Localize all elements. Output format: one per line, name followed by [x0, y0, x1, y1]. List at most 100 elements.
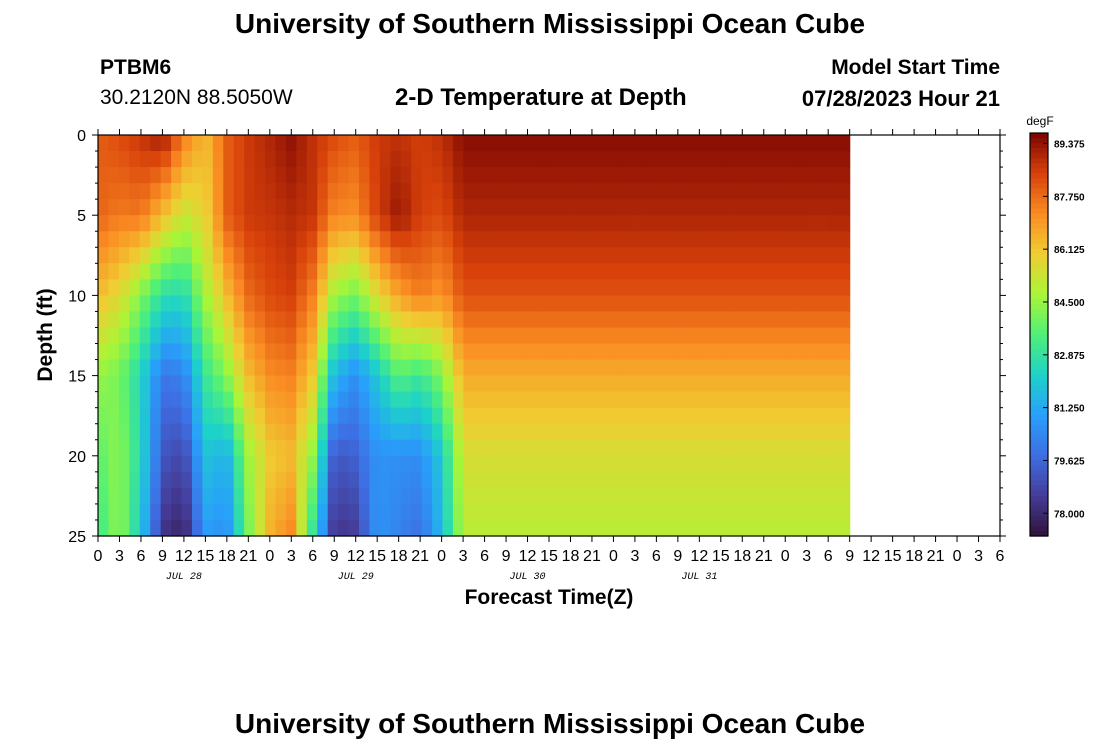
heatmap-cell [265, 519, 277, 537]
heatmap-cell [254, 263, 266, 280]
heatmap-cell [630, 391, 642, 409]
heatmap-cell [254, 519, 266, 537]
heatmap-cell [609, 263, 621, 280]
heatmap-cell [212, 503, 224, 521]
heatmap-cell [703, 231, 715, 248]
heatmap-cell [661, 407, 673, 425]
heatmap-cell [400, 503, 412, 521]
heatmap-cell [233, 135, 245, 152]
heatmap-cell [244, 439, 256, 457]
heatmap-cell [254, 455, 266, 473]
heatmap-cell [181, 471, 193, 489]
heatmap-cell [713, 439, 725, 457]
heatmap-cell [578, 263, 590, 280]
heatmap-cell [400, 295, 412, 313]
x-tick-label: 6 [824, 548, 833, 565]
heatmap-cell [150, 487, 162, 505]
heatmap-cell [442, 439, 454, 457]
heatmap-cell [724, 375, 736, 393]
heatmap-cell [578, 439, 590, 457]
heatmap-cell [724, 167, 736, 184]
heatmap-cell [515, 231, 527, 248]
heatmap-cell [160, 503, 172, 521]
heatmap-cell [755, 487, 767, 505]
heatmap-cell [745, 279, 757, 296]
heatmap-cell [348, 231, 360, 248]
heatmap-cell [244, 487, 256, 505]
heatmap-cell [546, 359, 558, 377]
heatmap-cell [139, 263, 151, 280]
heatmap-cell [484, 359, 496, 377]
heatmap-cell [787, 359, 799, 377]
heatmap-cell [807, 391, 819, 409]
heatmap-cell [599, 279, 611, 296]
heatmap-cell [536, 199, 548, 216]
heatmap-cell [651, 487, 663, 505]
heatmap-cell [599, 471, 611, 489]
heatmap-cell [505, 295, 517, 313]
heatmap-cell [150, 407, 162, 425]
heatmap-cell [724, 519, 736, 537]
colorbar-tick-label: 86.125 [1054, 245, 1085, 256]
heatmap-cell [609, 295, 621, 313]
heatmap-cell [484, 183, 496, 200]
heatmap-cell [526, 167, 538, 184]
heatmap-cell [567, 391, 579, 409]
heatmap-cell [828, 519, 840, 537]
heatmap-cell [536, 231, 548, 248]
heatmap-cell [98, 375, 110, 393]
heatmap-cell [588, 343, 600, 361]
heatmap-cell [536, 183, 548, 200]
heatmap-cell [661, 167, 673, 184]
heatmap-cell [359, 135, 371, 152]
heatmap-cell [807, 359, 819, 377]
heatmap-cell [181, 151, 193, 168]
heatmap-cell [661, 359, 673, 377]
heatmap-cell [567, 343, 579, 361]
heatmap-cell [818, 215, 830, 232]
heatmap-cell [442, 503, 454, 521]
heatmap-cell [379, 519, 391, 537]
heatmap-cell [776, 407, 788, 425]
heatmap-cell [390, 519, 402, 537]
heatmap-cell [672, 215, 684, 232]
heatmap-cell [640, 375, 652, 393]
heatmap-cell [640, 311, 652, 329]
heatmap-cell [536, 295, 548, 313]
heatmap-cell [609, 487, 621, 505]
x-axis-label: Forecast Time(Z) [465, 586, 634, 609]
heatmap-cell [150, 519, 162, 537]
heatmap-cell [494, 455, 506, 473]
heatmap-cell [296, 263, 308, 280]
heatmap-cell [265, 407, 277, 425]
heatmap-cell [296, 407, 308, 425]
heatmap-cell [390, 311, 402, 329]
heatmap-cell [557, 263, 569, 280]
heatmap-cell [755, 263, 767, 280]
heatmap-cell [505, 263, 517, 280]
heatmap-cell [139, 327, 151, 345]
heatmap-cell [755, 391, 767, 409]
heatmap-cell [452, 311, 464, 329]
heatmap-cell [150, 263, 162, 280]
colorbar-segment [1030, 274, 1048, 280]
heatmap-cell [348, 295, 360, 313]
heatmap-cell [285, 151, 297, 168]
heatmap-cell [191, 279, 203, 296]
heatmap-cell [724, 279, 736, 296]
heatmap-cell [411, 247, 423, 264]
heatmap-cell [557, 231, 569, 248]
heatmap-cell [306, 391, 318, 409]
heatmap-cell [588, 279, 600, 296]
heatmap-cell [254, 215, 266, 232]
heatmap-cell [338, 295, 350, 313]
heatmap-cell [275, 295, 287, 313]
heatmap-cell [275, 247, 287, 264]
heatmap-cell [599, 311, 611, 329]
heatmap-cell [807, 423, 819, 441]
heatmap-cell [640, 391, 652, 409]
heatmap-cell [818, 135, 830, 152]
heatmap-cell [745, 343, 757, 361]
heatmap-cell [724, 439, 736, 457]
heatmap-cell [839, 247, 851, 264]
